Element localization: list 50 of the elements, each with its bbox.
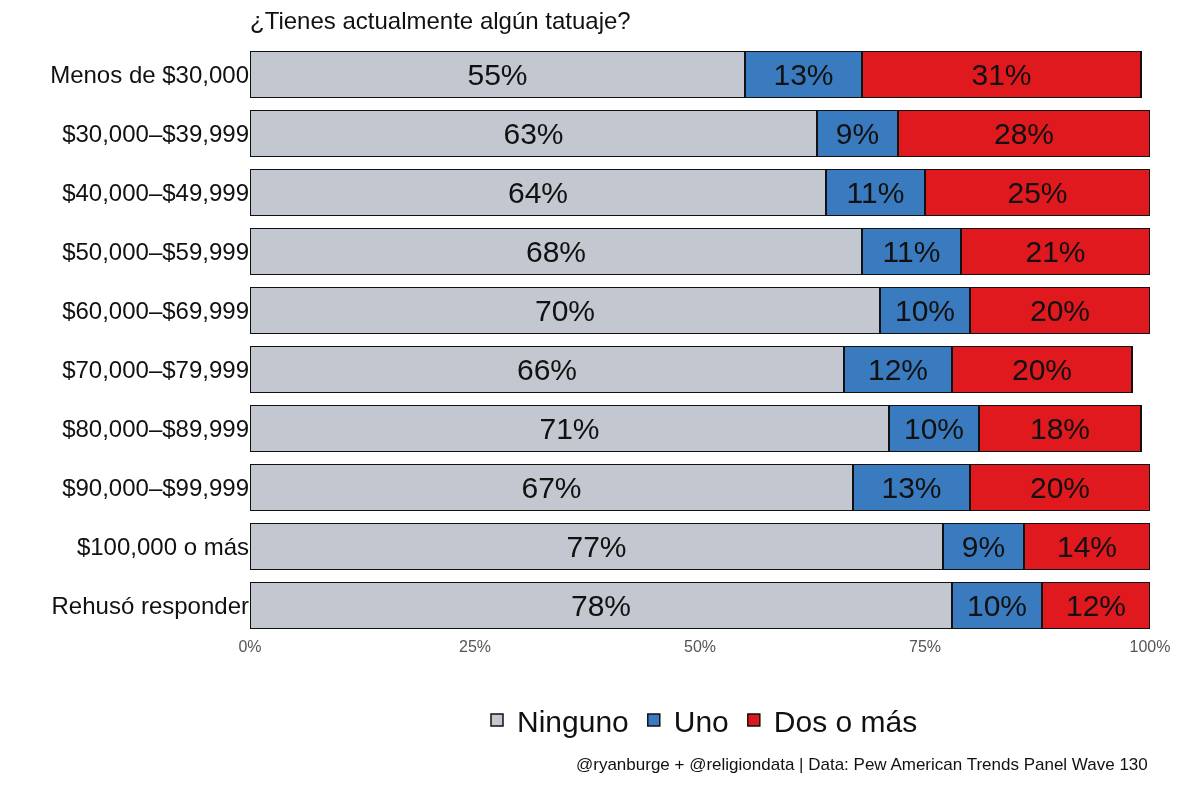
y-tick-label: $100,000 o más <box>76 532 249 560</box>
data-label: 18% <box>1029 412 1091 445</box>
x-tick-label: 0% <box>238 638 262 655</box>
x-tick-label: 75% <box>908 638 942 655</box>
data-label: 21% <box>1025 235 1086 268</box>
data-label: 68% <box>525 235 587 268</box>
data-label: 12% <box>1065 589 1127 622</box>
data-label: 78% <box>570 589 632 622</box>
legend-label: Dos o más <box>773 704 918 738</box>
data-label: 10% <box>903 412 965 445</box>
data-label: 66% <box>516 353 578 386</box>
data-label: 20% <box>1011 353 1073 386</box>
x-tick-label: 100% <box>1129 638 1171 655</box>
data-label: 70% <box>534 294 596 327</box>
y-tick-label: $40,000–$49,999 <box>62 178 249 206</box>
data-label: 13% <box>773 58 834 91</box>
data-label: 10% <box>966 589 1028 622</box>
data-label: 77% <box>566 530 627 563</box>
y-tick-label: $70,000–$79,999 <box>62 355 249 383</box>
data-label: 28% <box>993 117 1055 150</box>
data-label: 14% <box>1056 530 1118 563</box>
data-label: 13% <box>881 471 942 504</box>
data-label: 25% <box>1007 176 1068 209</box>
y-tick-label: Menos de $30,000 <box>50 60 249 88</box>
y-tick-label: $30,000–$39,999 <box>62 119 249 147</box>
y-tick-label: $80,000–$89,999 <box>62 414 249 442</box>
data-label: 9% <box>835 117 880 150</box>
legend-label: Ninguno <box>517 704 629 738</box>
data-label: 64% <box>507 176 569 209</box>
y-tick-label: $90,000–$99,999 <box>62 473 249 501</box>
y-tick-label: $50,000–$59,999 <box>62 237 249 265</box>
data-label: 20% <box>1029 294 1091 327</box>
data-label: 31% <box>971 58 1032 91</box>
data-label: 11% <box>846 176 905 209</box>
data-label: 67% <box>521 471 582 504</box>
data-label: 10% <box>894 294 956 327</box>
data-label: 63% <box>503 117 564 150</box>
text: @ryanburge + @religiondata | Data: Pew American Trends Panel Wave 130 <box>576 755 1148 774</box>
data-label: 12% <box>867 353 929 386</box>
x-tick-label: 50% <box>683 638 717 655</box>
data-label: 55% <box>467 58 528 91</box>
data-label: 20% <box>1029 471 1091 504</box>
data-label: 11% <box>882 235 941 268</box>
data-label: 71% <box>539 412 600 445</box>
data-label: 9% <box>961 530 1006 563</box>
x-tick-label: 25% <box>458 638 492 655</box>
y-tick-label: Rehusó responder <box>51 591 249 619</box>
y-tick-label: $60,000–$69,999 <box>62 296 249 324</box>
legend-label: Uno <box>673 704 729 738</box>
chart-title: ¿Tienes actualmente algún tatuaje? <box>250 6 631 34</box>
